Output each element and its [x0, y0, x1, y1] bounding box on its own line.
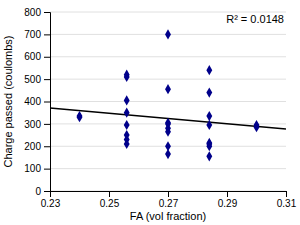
point — [206, 151, 212, 161]
point — [124, 108, 130, 118]
tick: 100 — [24, 163, 50, 174]
tick-mark — [109, 191, 110, 197]
tick: 0.27 — [159, 191, 179, 209]
tick-label: 200 — [24, 141, 41, 152]
grid — [50, 12, 286, 191]
chart: 0.23 0.25 0.27 0.29 0.31 0 100 200 300 400 500 600 7… — [0, 0, 300, 225]
tick-label: 300 — [24, 119, 41, 130]
tick-mark — [44, 57, 50, 58]
tick-label: 0.25 — [100, 198, 120, 209]
y-axis-title: Charge passed (coulombs) — [2, 35, 14, 167]
axis-line — [51, 192, 287, 198]
tick-label: 500 — [24, 74, 41, 85]
tick-mark — [44, 146, 50, 147]
tick: 0 — [35, 186, 50, 197]
x-axis: 0.23 0.25 0.27 0.29 0.31 — [41, 191, 297, 209]
plot: 0.23 0.25 0.27 0.29 0.31 0 100 200 300 400 500 600 7… — [24, 7, 296, 209]
point — [124, 95, 130, 105]
point — [77, 112, 83, 122]
tick-label: 0 — [35, 186, 41, 197]
grid-line — [50, 101, 286, 102]
point — [124, 72, 130, 82]
point — [165, 127, 171, 137]
tick-mark — [286, 191, 287, 197]
annotation: R² = 0.0148 — [226, 13, 284, 25]
axis-line — [44, 13, 51, 192]
tick-mark — [44, 34, 50, 35]
point — [124, 139, 130, 149]
tick-label: 700 — [24, 29, 41, 40]
tick-label: 0.31 — [277, 198, 297, 209]
tick-mark — [44, 169, 50, 170]
tick: 0.25 — [100, 191, 120, 209]
y-axis: 0 100 200 300 400 500 600 700 800 — [24, 7, 50, 197]
x-axis-title: FA (vol fraction) — [130, 210, 206, 222]
tick: 0.29 — [218, 191, 238, 209]
tick: 600 — [24, 51, 50, 62]
tick-mark — [227, 191, 228, 197]
point — [206, 87, 212, 97]
grid-line — [50, 79, 286, 80]
tick: 0.31 — [277, 191, 297, 209]
tick-label: 0.29 — [218, 198, 238, 209]
tick: 700 — [24, 29, 50, 40]
point — [206, 111, 212, 121]
point — [124, 120, 130, 130]
point — [206, 65, 212, 75]
tick-mark — [44, 102, 50, 103]
point — [206, 141, 212, 151]
grid-line — [50, 168, 286, 169]
tick: 800 — [24, 7, 50, 18]
tick-mark — [44, 79, 50, 80]
tick-label: 0.27 — [159, 198, 179, 209]
tick-label: 100 — [24, 163, 41, 174]
tick: 300 — [24, 119, 50, 130]
tick-label: 0.23 — [41, 198, 61, 209]
marks — [50, 29, 286, 161]
tick-mark — [44, 191, 50, 192]
tick-label: 600 — [24, 51, 41, 62]
tick: 0.23 — [41, 191, 61, 209]
point — [165, 149, 171, 159]
point — [165, 84, 171, 94]
point — [254, 122, 260, 132]
point — [206, 120, 212, 130]
tick: 500 — [24, 74, 50, 85]
tick-mark — [44, 12, 50, 13]
tick-label: 800 — [24, 7, 41, 18]
tick: 400 — [24, 96, 50, 107]
grid-line — [50, 56, 286, 57]
tick-mark — [44, 124, 50, 125]
tick: 200 — [24, 141, 50, 152]
tick-mark — [168, 191, 169, 197]
point — [165, 29, 171, 39]
tick-label: 400 — [24, 96, 41, 107]
